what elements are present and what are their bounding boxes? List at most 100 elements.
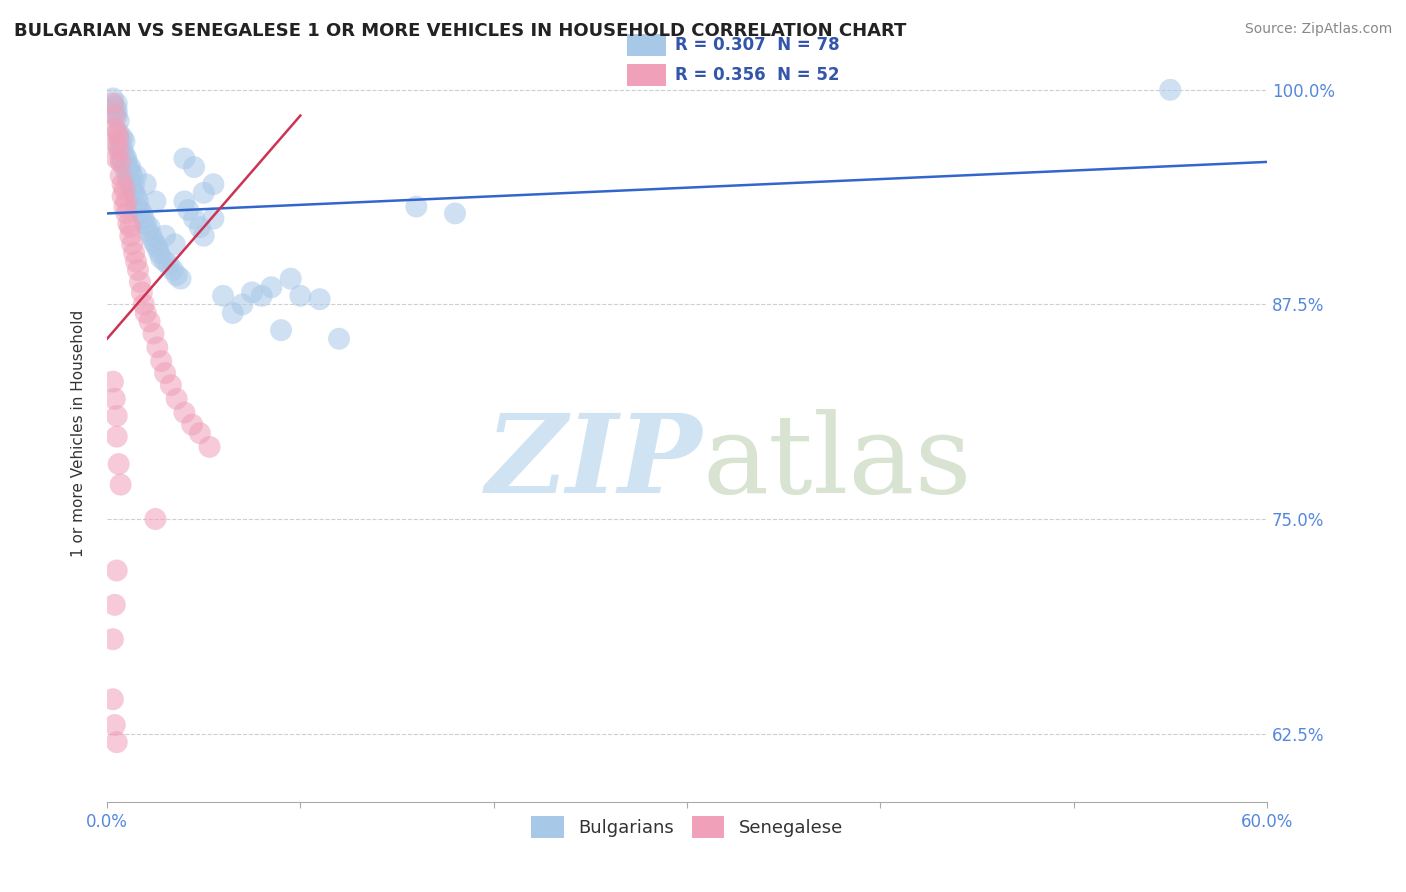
Legend: Bulgarians, Senegalese: Bulgarians, Senegalese bbox=[524, 808, 851, 845]
Point bbox=[231, 297, 253, 311]
Point bbox=[101, 96, 124, 111]
Point bbox=[107, 126, 129, 140]
Point bbox=[169, 271, 191, 285]
Point bbox=[193, 228, 215, 243]
Point bbox=[114, 160, 136, 174]
Y-axis label: 1 or more Vehicles in Household: 1 or more Vehicles in Household bbox=[72, 310, 86, 557]
Point bbox=[120, 220, 142, 235]
Point bbox=[121, 237, 143, 252]
Point bbox=[142, 234, 165, 248]
Point bbox=[110, 477, 132, 491]
Point bbox=[121, 169, 143, 183]
Point bbox=[125, 200, 148, 214]
Point bbox=[157, 258, 180, 272]
Point bbox=[122, 246, 145, 260]
Point bbox=[240, 285, 263, 300]
Point bbox=[111, 131, 134, 145]
Point bbox=[150, 251, 173, 265]
Point bbox=[105, 96, 128, 111]
Point bbox=[117, 172, 139, 186]
Point bbox=[105, 735, 128, 749]
Point bbox=[105, 137, 128, 152]
Point bbox=[107, 137, 129, 152]
Point bbox=[107, 113, 129, 128]
Point bbox=[115, 152, 138, 166]
Point bbox=[131, 206, 153, 220]
Point bbox=[138, 220, 160, 235]
Point bbox=[117, 217, 139, 231]
Point bbox=[153, 254, 176, 268]
Point bbox=[107, 131, 129, 145]
Point bbox=[162, 263, 184, 277]
Point bbox=[122, 186, 145, 200]
Point bbox=[105, 152, 128, 166]
Point bbox=[129, 202, 152, 217]
Point bbox=[121, 182, 143, 196]
Point bbox=[105, 109, 128, 123]
Point bbox=[405, 200, 427, 214]
Point bbox=[111, 178, 134, 192]
Point bbox=[202, 211, 225, 226]
Point bbox=[135, 306, 157, 320]
Point bbox=[104, 120, 127, 135]
Point bbox=[104, 718, 127, 732]
Point bbox=[222, 306, 245, 320]
Point bbox=[444, 206, 467, 220]
Point bbox=[120, 165, 142, 179]
Point bbox=[183, 211, 205, 226]
Point bbox=[198, 440, 221, 454]
Point bbox=[138, 315, 160, 329]
Point bbox=[122, 178, 145, 192]
Text: Source: ZipAtlas.com: Source: ZipAtlas.com bbox=[1244, 22, 1392, 37]
Point bbox=[131, 285, 153, 300]
Point bbox=[115, 155, 138, 169]
Point bbox=[115, 206, 138, 220]
Point bbox=[166, 392, 188, 406]
Point bbox=[188, 220, 211, 235]
Point bbox=[166, 268, 188, 283]
Point bbox=[328, 332, 350, 346]
Point bbox=[104, 109, 127, 123]
Point bbox=[127, 263, 149, 277]
Point bbox=[120, 228, 142, 243]
Point bbox=[163, 237, 186, 252]
Point bbox=[104, 100, 127, 114]
Point bbox=[105, 103, 128, 118]
Point bbox=[173, 152, 195, 166]
Point bbox=[148, 246, 170, 260]
Point bbox=[308, 292, 330, 306]
Bar bbox=[627, 64, 666, 86]
Point bbox=[105, 429, 128, 443]
Point bbox=[129, 275, 152, 289]
Point bbox=[104, 392, 127, 406]
Point bbox=[125, 169, 148, 183]
Point bbox=[260, 280, 283, 294]
Point bbox=[111, 143, 134, 157]
Point bbox=[145, 512, 167, 526]
Point bbox=[115, 194, 138, 209]
Point bbox=[177, 202, 200, 217]
Point bbox=[101, 632, 124, 647]
Point bbox=[135, 178, 157, 192]
Point bbox=[120, 160, 142, 174]
Point bbox=[181, 417, 204, 432]
Point bbox=[146, 241, 169, 255]
Point bbox=[270, 323, 292, 337]
Point bbox=[150, 354, 173, 368]
Point bbox=[193, 186, 215, 200]
Point bbox=[117, 160, 139, 174]
Bar bbox=[627, 34, 666, 55]
Point bbox=[250, 289, 273, 303]
Point bbox=[135, 217, 157, 231]
Point bbox=[142, 326, 165, 341]
Point bbox=[105, 409, 128, 423]
Point bbox=[280, 271, 302, 285]
Point bbox=[1159, 83, 1181, 97]
Point bbox=[132, 297, 155, 311]
Point bbox=[120, 178, 142, 192]
Point bbox=[107, 143, 129, 157]
Point bbox=[145, 194, 167, 209]
Point bbox=[132, 211, 155, 226]
Text: ZIP: ZIP bbox=[486, 409, 703, 516]
Point bbox=[110, 134, 132, 148]
